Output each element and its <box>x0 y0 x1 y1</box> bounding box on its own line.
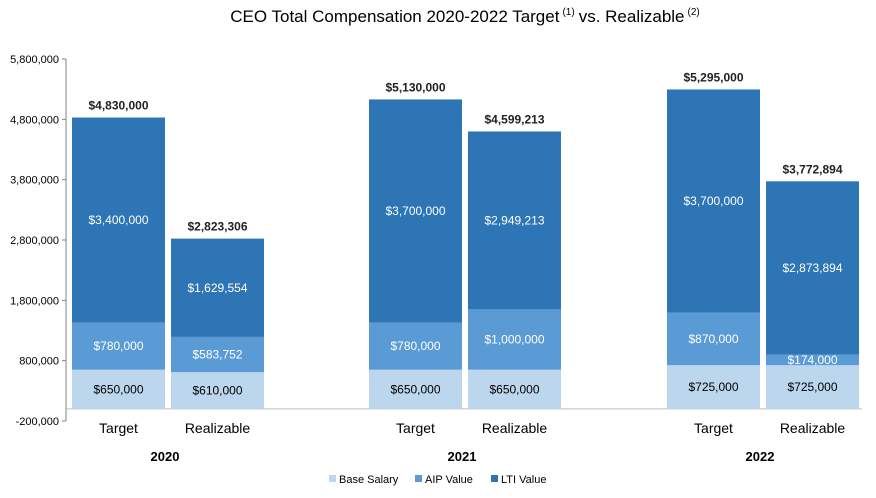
title-note-2: (2) <box>688 7 700 18</box>
legend-label: AIP Value <box>425 474 473 486</box>
data-label: $610,000 <box>192 384 242 398</box>
bar-segment-lti-value <box>667 89 760 313</box>
bar-segment-lti-value <box>171 238 264 337</box>
y-tick-label: 800,000 <box>19 356 59 368</box>
plot-area: -200,000 800,000 1,800,000 2,800,000 3,800,0… <box>10 54 862 464</box>
y-tick-label: 1,800,000 <box>10 295 59 307</box>
data-label: $3,400,000 <box>88 213 148 227</box>
bar-segment-aip-value <box>667 312 760 366</box>
data-label: $725,000 <box>688 380 738 394</box>
bar-segment-lti-value <box>72 117 165 323</box>
y-tick-label: 4,800,000 <box>10 114 59 126</box>
data-label: $174,000 <box>787 353 837 367</box>
data-label: $650,000 <box>489 382 539 396</box>
y-tick-label: 5,800,000 <box>10 54 59 66</box>
legend-label: Base Salary <box>339 474 399 486</box>
legend: Base Salary AIP Value LTI Value <box>329 474 546 486</box>
total-label: $4,599,213 <box>484 112 544 126</box>
bar-segment-aip-value <box>171 336 264 373</box>
legend-label: LTI Value <box>501 474 546 486</box>
group-label: 2022 <box>746 449 775 464</box>
group-label: 2021 <box>448 449 477 464</box>
group-label: 2020 <box>151 449 180 464</box>
bar-segment-aip-value <box>766 354 859 366</box>
bar-segment-base-salary <box>171 372 264 409</box>
data-label: $870,000 <box>688 332 738 346</box>
category-label: Realizable <box>185 420 251 436</box>
title-note-1: (1) <box>562 7 574 18</box>
y-tick-label: 3,800,000 <box>10 175 59 187</box>
legend-swatch <box>491 475 498 482</box>
bar-segment-base-salary <box>468 369 561 409</box>
category-label: Target <box>99 420 138 436</box>
category-label: Target <box>694 420 733 436</box>
total-label: $3,772,894 <box>782 162 842 176</box>
bar-segment-aip-value <box>72 322 165 370</box>
data-label: $2,873,894 <box>782 261 842 275</box>
category-label: Realizable <box>780 420 846 436</box>
data-label: $780,000 <box>390 339 440 353</box>
total-label: $2,823,306 <box>187 220 247 234</box>
category-label: Realizable <box>482 420 548 436</box>
legend-swatch <box>329 475 336 482</box>
title-main: CEO Total Compensation 2020-2022 Target <box>230 7 559 26</box>
title-mid: vs. Realizable <box>579 7 685 26</box>
y-tick-label: -200,000 <box>16 416 59 428</box>
data-label: $583,752 <box>192 348 242 362</box>
legend-swatch <box>415 475 422 482</box>
data-label: $1,000,000 <box>484 333 544 347</box>
data-label: $3,700,000 <box>385 204 445 218</box>
data-label: $3,700,000 <box>683 194 743 208</box>
data-label: $650,000 <box>390 382 440 396</box>
bar-segment-base-salary <box>766 365 859 409</box>
data-label: $780,000 <box>93 339 143 353</box>
total-label: $5,295,000 <box>683 70 743 84</box>
bar-segment-aip-value <box>468 309 561 370</box>
data-label: $725,000 <box>787 380 837 394</box>
data-label: $2,949,213 <box>484 213 544 227</box>
data-label: $1,629,554 <box>187 281 247 295</box>
bar-segment-base-salary <box>667 365 760 409</box>
total-label: $4,830,000 <box>88 99 148 113</box>
total-label: $5,130,000 <box>385 80 445 94</box>
bar-segment-base-salary <box>72 369 165 409</box>
bar-segment-base-salary <box>369 369 462 409</box>
category-label: Target <box>396 420 435 436</box>
bar-segment-lti-value <box>468 131 561 310</box>
bar-segment-lti-value <box>766 181 859 355</box>
chart-title: CEO Total Compensation 2020-2022 Target(… <box>230 7 700 26</box>
bar-segment-lti-value <box>369 99 462 323</box>
y-tick-label: 2,800,000 <box>10 235 59 247</box>
bar-segment-aip-value <box>369 322 462 370</box>
data-label: $650,000 <box>93 382 143 396</box>
